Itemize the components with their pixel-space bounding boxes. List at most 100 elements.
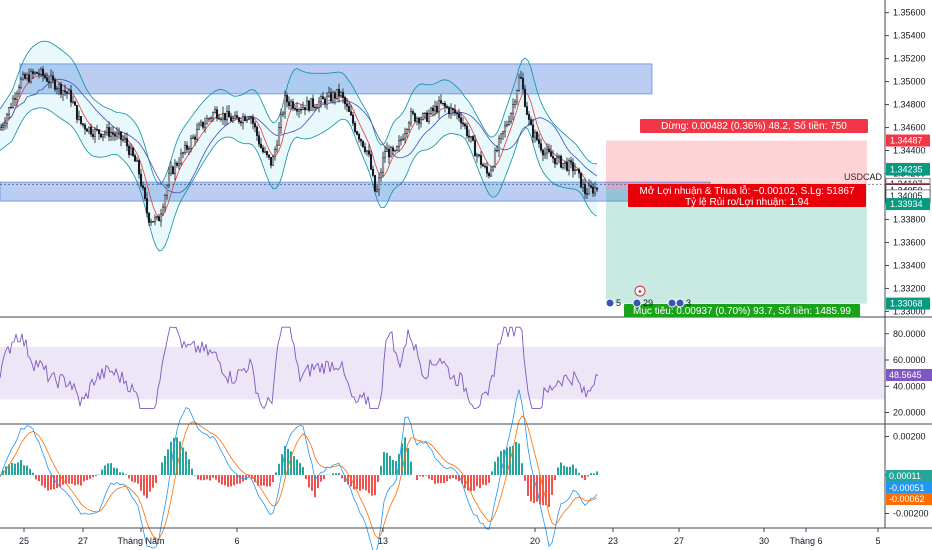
macd-histogram-bar bbox=[152, 475, 154, 488]
candle-body bbox=[539, 143, 543, 151]
candle-body bbox=[247, 118, 251, 120]
stop-label-bg bbox=[640, 119, 868, 133]
macd-histogram-bar bbox=[8, 464, 10, 476]
candle-body bbox=[351, 114, 355, 124]
candle bbox=[235, 110, 239, 118]
candle bbox=[305, 96, 309, 111]
candle bbox=[149, 218, 153, 226]
candle-body bbox=[295, 109, 299, 112]
macd-histogram-bar bbox=[56, 475, 58, 489]
candle bbox=[101, 134, 105, 142]
macd-histogram-bar bbox=[239, 475, 241, 484]
candle bbox=[167, 166, 171, 189]
candle-body bbox=[463, 123, 467, 127]
macd-pane[interactable] bbox=[0, 389, 598, 550]
candle-body bbox=[341, 92, 345, 98]
candle-body bbox=[205, 118, 209, 125]
macd-histogram-bar bbox=[59, 475, 61, 487]
candle-body bbox=[427, 113, 431, 122]
candle bbox=[287, 96, 291, 110]
candle-body bbox=[495, 149, 499, 152]
candle-body bbox=[5, 114, 9, 124]
candle-body bbox=[465, 125, 469, 137]
candle-body bbox=[551, 156, 555, 159]
candle bbox=[345, 98, 349, 112]
macd-histogram-bar bbox=[446, 475, 448, 482]
time-tick-label: 30 bbox=[759, 536, 769, 546]
candle-body bbox=[85, 128, 89, 132]
candle bbox=[55, 85, 59, 95]
candle bbox=[393, 149, 397, 153]
candle-body bbox=[389, 147, 393, 158]
candle bbox=[35, 71, 39, 74]
candle-body bbox=[53, 79, 57, 90]
candle-body bbox=[483, 165, 487, 168]
candle bbox=[39, 66, 43, 78]
candle-body bbox=[573, 169, 577, 172]
candle bbox=[79, 116, 83, 126]
macd-histogram-bar bbox=[296, 459, 298, 476]
candle-body bbox=[191, 136, 195, 139]
price-tick-label: 1.33800 bbox=[893, 214, 926, 224]
macd-histogram-bar bbox=[302, 467, 304, 476]
candle bbox=[557, 154, 561, 164]
macd-histogram-bar bbox=[278, 463, 280, 476]
candle bbox=[295, 102, 299, 116]
candle-body bbox=[409, 111, 413, 124]
candle-body bbox=[339, 92, 343, 96]
candle-body bbox=[543, 152, 547, 156]
candle-body bbox=[199, 121, 203, 126]
candle bbox=[13, 92, 17, 107]
candle-body bbox=[89, 126, 93, 135]
macd-histogram-bar bbox=[284, 445, 286, 476]
candle bbox=[125, 132, 129, 152]
target-label[interactable]: Mục tiêu: 0.00937 (0.70%) 93.7, Số tiền:… bbox=[624, 304, 860, 317]
candle-body bbox=[541, 149, 545, 156]
candle-body bbox=[15, 93, 19, 100]
macd-histogram-bar bbox=[440, 475, 442, 484]
stop-label[interactable]: Dừng: 0.00482 (0.36%) 48.2, Số tiền: 750 bbox=[640, 119, 868, 133]
candle bbox=[111, 126, 115, 141]
pnl-label[interactable]: Mở Lợi nhuận & Thua lỗ: −0.00102, S.Lg: … bbox=[628, 184, 866, 208]
macd-value-label: 0.00011 bbox=[889, 471, 921, 481]
macd-histogram-bar bbox=[374, 475, 376, 496]
candle bbox=[511, 98, 515, 121]
candle-body bbox=[487, 173, 491, 177]
candle bbox=[401, 133, 405, 141]
candle-body bbox=[589, 185, 593, 188]
candle-body bbox=[449, 108, 453, 115]
rsi-pane[interactable] bbox=[0, 326, 885, 410]
macd-value-badge bbox=[886, 482, 932, 494]
candle bbox=[51, 71, 55, 84]
candle bbox=[539, 138, 543, 153]
candle bbox=[441, 102, 445, 106]
candle bbox=[491, 165, 495, 172]
candle bbox=[463, 122, 467, 130]
price-pane[interactable] bbox=[0, 40, 711, 252]
candle-body bbox=[321, 96, 325, 100]
candle bbox=[351, 112, 355, 126]
candle bbox=[5, 112, 9, 129]
candle-body bbox=[337, 89, 341, 96]
candle-body bbox=[235, 115, 239, 118]
macd-histogram-bar bbox=[344, 475, 346, 482]
candle bbox=[277, 122, 281, 146]
canada-flag-icon bbox=[634, 285, 646, 297]
candle bbox=[447, 105, 451, 119]
candle-body bbox=[267, 154, 271, 158]
macd-histogram-bar bbox=[362, 475, 364, 490]
candle-body bbox=[179, 153, 183, 164]
macd-histogram-bar bbox=[236, 475, 238, 484]
candle bbox=[569, 156, 573, 169]
price-badge-label: 1.33934 bbox=[890, 199, 923, 209]
candle-body bbox=[547, 148, 551, 153]
candle bbox=[155, 215, 159, 221]
time-axis[interactable]: 25 27 Tháng Năm 6 13 20 23 27 30 Tháng 6 5 bbox=[19, 528, 881, 546]
stop-label-text: Dừng: 0.00482 (0.36%) 48.2, Số tiền: 750 bbox=[661, 120, 847, 132]
candle bbox=[439, 94, 443, 105]
position-tool[interactable]: Dừng: 0.00482 (0.36%) 48.2, Số tiền: 750… bbox=[605, 119, 868, 317]
candle bbox=[383, 145, 387, 163]
candle-body bbox=[133, 155, 137, 162]
candle bbox=[0, 123, 3, 131]
